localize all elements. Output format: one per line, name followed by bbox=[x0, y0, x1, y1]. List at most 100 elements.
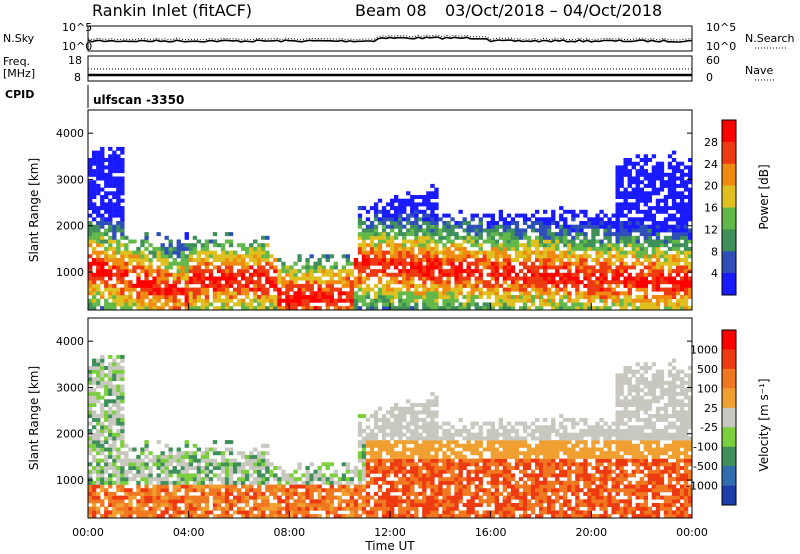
velocity-cell bbox=[156, 491, 161, 496]
velocity-cell bbox=[200, 477, 206, 482]
power-cell bbox=[482, 228, 487, 233]
velocity-cell bbox=[506, 495, 512, 500]
velocity-cell bbox=[136, 503, 141, 507]
power-cell bbox=[663, 172, 669, 177]
power-cell bbox=[474, 265, 479, 270]
power-cell bbox=[559, 306, 564, 311]
power-cell bbox=[567, 298, 572, 303]
velocity-cell bbox=[200, 506, 206, 511]
power-cell bbox=[543, 221, 548, 225]
velocity-cell bbox=[120, 391, 125, 396]
power-cell bbox=[659, 209, 665, 214]
power-cell bbox=[619, 265, 624, 270]
velocity-cell bbox=[148, 488, 153, 493]
power-cell bbox=[667, 195, 673, 199]
power-cell bbox=[410, 298, 415, 303]
power-cell bbox=[442, 250, 447, 255]
power-cell bbox=[297, 269, 302, 274]
power-cell bbox=[184, 295, 189, 299]
power-cell bbox=[518, 283, 524, 288]
power-cell bbox=[486, 265, 491, 270]
velocity-cell bbox=[381, 440, 387, 445]
velocity-cell bbox=[426, 454, 431, 459]
power-cell bbox=[112, 150, 117, 155]
power-cell bbox=[611, 246, 616, 251]
power-cell bbox=[108, 276, 113, 281]
power-cell bbox=[663, 195, 669, 199]
velocity-cell bbox=[390, 429, 395, 433]
power-cell bbox=[273, 302, 278, 307]
velocity-cell bbox=[148, 514, 153, 519]
velocity-cell bbox=[386, 410, 391, 415]
power-cell bbox=[188, 280, 194, 285]
power-cell bbox=[140, 298, 145, 303]
power-cell bbox=[647, 217, 653, 222]
power-cell bbox=[494, 295, 500, 299]
power-cell bbox=[434, 195, 439, 199]
velocity-cell bbox=[253, 469, 258, 474]
power-cell bbox=[627, 180, 632, 185]
power-cell bbox=[619, 213, 624, 218]
power-cell bbox=[92, 154, 97, 159]
power-cell bbox=[430, 202, 435, 207]
velocity-cell bbox=[309, 506, 314, 511]
velocity-cell bbox=[466, 440, 471, 445]
power-cell bbox=[551, 280, 556, 285]
power-cell bbox=[474, 283, 479, 288]
power-cell bbox=[426, 298, 431, 303]
velocity-cell bbox=[208, 491, 214, 496]
power-cell bbox=[120, 272, 125, 277]
velocity-cell bbox=[502, 473, 508, 478]
power-cell bbox=[667, 272, 673, 277]
power-cell bbox=[104, 176, 109, 181]
velocity-cell bbox=[220, 506, 226, 511]
power-cell bbox=[112, 158, 117, 162]
power-cell bbox=[575, 276, 580, 281]
velocity-cell bbox=[466, 458, 471, 463]
power-cell bbox=[96, 213, 101, 218]
cpid-value: ulfscan -3350 bbox=[93, 93, 184, 107]
power-cell bbox=[200, 306, 206, 311]
power-cell bbox=[671, 269, 677, 274]
power-cell bbox=[438, 283, 443, 288]
power-cell bbox=[132, 265, 137, 270]
power-cell bbox=[688, 261, 693, 266]
velocity-cell bbox=[192, 480, 198, 485]
power-cell bbox=[204, 239, 210, 244]
velocity-cell bbox=[104, 514, 109, 519]
velocity-cell bbox=[120, 473, 125, 478]
power-cell bbox=[88, 221, 93, 225]
velocity-cell bbox=[265, 488, 270, 493]
power-cell bbox=[667, 206, 673, 211]
power-cell bbox=[667, 302, 673, 307]
velocity-cell bbox=[430, 436, 435, 441]
power-cell bbox=[414, 291, 419, 296]
power-cell bbox=[643, 295, 649, 299]
power-cell bbox=[635, 180, 640, 185]
velocity-cell bbox=[462, 491, 467, 496]
velocity-cell bbox=[482, 514, 487, 519]
velocity-cell bbox=[353, 491, 359, 496]
power-cell bbox=[518, 276, 524, 281]
velocity-cell bbox=[204, 454, 210, 459]
velocity-cell bbox=[430, 458, 435, 463]
power-cell bbox=[333, 280, 338, 285]
velocity-cell bbox=[345, 491, 351, 496]
velocity-cell bbox=[96, 366, 101, 370]
power-cell bbox=[603, 287, 608, 292]
power-cell bbox=[607, 221, 612, 225]
power-cell bbox=[104, 287, 109, 292]
power-cell bbox=[398, 209, 403, 214]
velocity-cell bbox=[249, 466, 254, 470]
power-cell bbox=[156, 269, 161, 274]
power-cell bbox=[104, 202, 109, 207]
velocity-cell bbox=[92, 480, 97, 485]
power-cell bbox=[373, 261, 379, 266]
power-cell bbox=[430, 302, 435, 307]
power-cell bbox=[88, 261, 93, 266]
power-cell bbox=[289, 269, 294, 274]
power-cell bbox=[571, 213, 576, 218]
power-cell bbox=[559, 265, 564, 270]
velocity-cell bbox=[430, 510, 435, 515]
velocity-cell bbox=[293, 514, 298, 519]
